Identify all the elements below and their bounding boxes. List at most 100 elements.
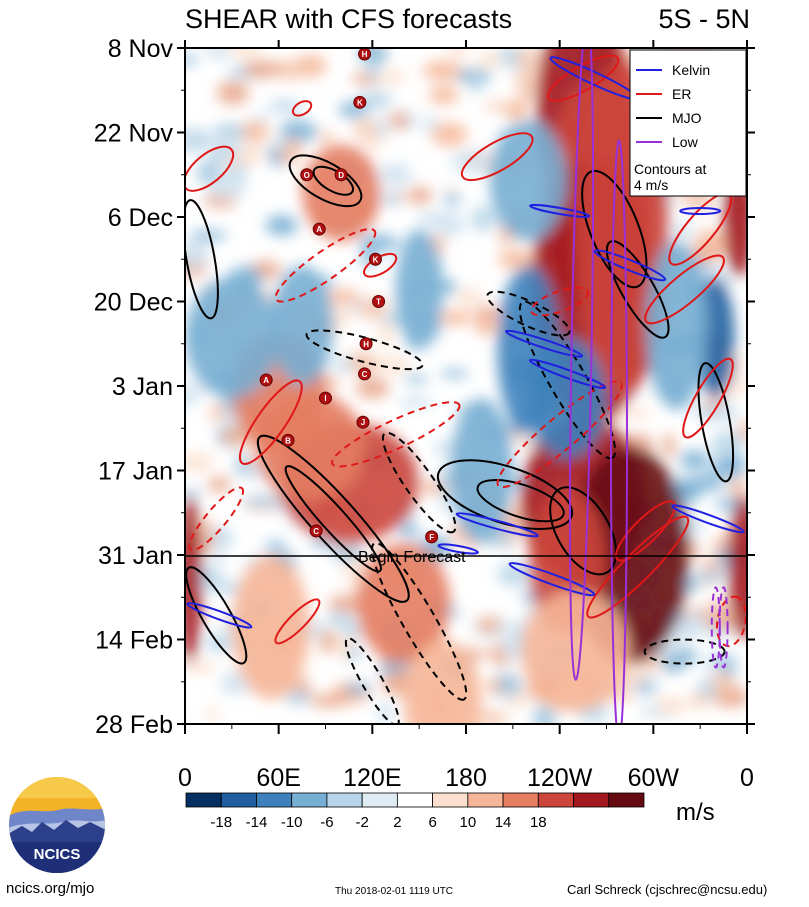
- tc-letter: J: [361, 418, 365, 427]
- shading-cell: [399, 521, 418, 539]
- shading-cell: [444, 186, 457, 195]
- tc-letter: F: [429, 533, 434, 542]
- mjo-contour: [643, 638, 726, 665]
- chart-title: SHEAR with CFS forecasts: [185, 4, 512, 34]
- shading-cell: [433, 212, 465, 238]
- colorbar-tick-label: -18: [210, 814, 232, 831]
- shading-cell: [208, 404, 227, 422]
- shading-cell: [474, 305, 500, 320]
- tc-letter: H: [362, 50, 368, 59]
- shading-cell: [448, 48, 468, 61]
- mjo-contour: [697, 362, 735, 483]
- shading-cell: [684, 578, 700, 592]
- legend-label-mjo: MJO: [672, 110, 702, 126]
- mjo-contour: [344, 637, 400, 724]
- colorbar-unit-label: m/s: [676, 799, 715, 826]
- legend-box: [629, 49, 747, 197]
- shading-cell: [268, 101, 303, 111]
- x-tick-label: 60W: [628, 764, 680, 792]
- legend-note-line2: 4 m/s: [634, 177, 668, 193]
- shading-core: [395, 229, 443, 350]
- shading-cell: [237, 121, 270, 142]
- tc-symbol: [358, 367, 372, 381]
- mjo-contour: [476, 479, 565, 523]
- shading-cell: [517, 48, 537, 57]
- shading-cell: [439, 279, 458, 295]
- shading-cell: [378, 163, 413, 187]
- tc-marker: H: [359, 337, 373, 351]
- shading-cell: [243, 494, 281, 508]
- shading-cell: [309, 695, 349, 708]
- tc-symbol: [334, 168, 348, 182]
- tc-letter: T: [376, 298, 381, 307]
- ncics-logo: NCICS: [9, 777, 105, 873]
- colorbar-swatch: [396, 792, 434, 808]
- tc-marker: K: [368, 252, 382, 266]
- shading-cell: [366, 56, 381, 81]
- tc-marker: D: [334, 168, 348, 182]
- shading-cell: [284, 691, 316, 704]
- shading-cell: [378, 322, 394, 347]
- tc-marker: I: [319, 391, 332, 405]
- tc-letter: K: [373, 255, 379, 264]
- tc-letter: B: [285, 436, 291, 445]
- shading-cell: [340, 621, 366, 634]
- y-tick-label: 22 Nov: [94, 120, 174, 148]
- colorbar-tick-label: 2: [393, 814, 401, 831]
- shading-cell: [695, 570, 727, 582]
- tc-symbol: [259, 373, 273, 387]
- footer-website: ncics.org/mjo: [6, 880, 95, 897]
- shading-cell: [428, 85, 459, 105]
- mjo-contour: [549, 486, 617, 576]
- y-tick-label: 20 Dec: [94, 289, 173, 317]
- tc-symbol: [300, 168, 314, 182]
- shading-cell: [532, 705, 557, 724]
- shading-cell: [389, 111, 409, 130]
- shading-core: [356, 542, 451, 664]
- shading-cell: [679, 450, 710, 470]
- colorbar-tick-label: 14: [495, 814, 512, 831]
- shading-cell: [457, 287, 482, 308]
- shading-cell: [710, 431, 745, 458]
- tc-marker: K: [353, 95, 367, 109]
- colorbar-tick-label: -14: [246, 814, 268, 831]
- low-freq-contour: [609, 139, 628, 724]
- er-contour: [530, 286, 590, 317]
- shading-cell: [476, 615, 502, 634]
- y-tick-label: 28 Feb: [95, 711, 173, 739]
- er-contour: [614, 500, 677, 562]
- tc-symbol: [309, 524, 323, 538]
- colorbar: -18 -14 -10 -6 -2 2 6 10 14 18: [185, 792, 645, 831]
- shading-cell: [451, 150, 492, 174]
- shading-cell: [440, 369, 469, 378]
- colorbar-tick-label: 6: [428, 814, 436, 831]
- shading-cell: [216, 80, 250, 105]
- x-tick-label: 0: [178, 764, 192, 792]
- tc-marker: C: [309, 524, 323, 538]
- colorbar-swatch: [502, 792, 539, 808]
- footer-timestamp: Thu 2018-02-01 1119 UTC: [335, 886, 454, 897]
- shading-cell: [206, 707, 219, 722]
- shading-cell: [263, 539, 287, 554]
- tc-marker: C: [358, 367, 372, 381]
- shading-cell: [185, 239, 207, 253]
- colorbar-swatch: [467, 792, 504, 808]
- x-tick-label: 60E: [256, 764, 300, 792]
- tc-marker: J: [356, 415, 370, 429]
- shading-core: [302, 144, 381, 242]
- shading-cell: [483, 101, 517, 111]
- shading-cell: [687, 474, 723, 492]
- shading-cell: [185, 53, 198, 67]
- shading-cell: [618, 673, 648, 684]
- shading-cell: [714, 454, 747, 476]
- low-freq-contour: [718, 586, 729, 669]
- begin-forecast-label: Begin Forecast: [358, 549, 466, 566]
- shading-cell: [476, 710, 508, 724]
- shading-cell: [356, 376, 390, 399]
- shading-cell: [358, 90, 393, 110]
- mjo-contour: [371, 542, 468, 701]
- shading-cell: [517, 82, 537, 104]
- kelvin-contour: [186, 602, 253, 629]
- shading-cell: [254, 112, 268, 123]
